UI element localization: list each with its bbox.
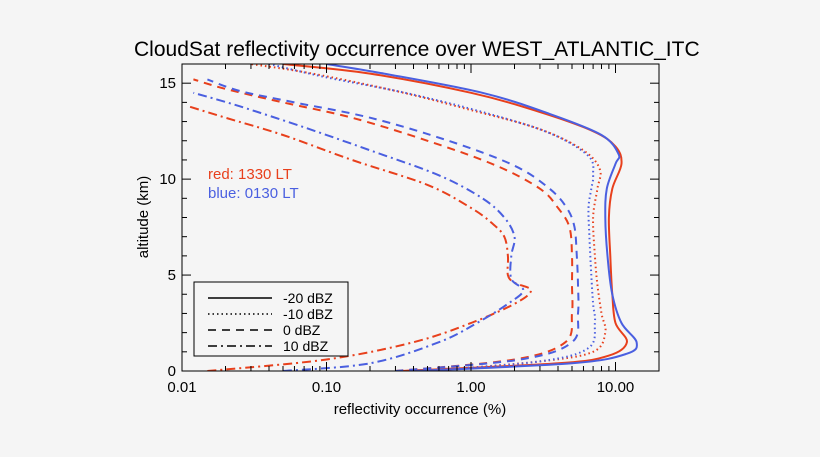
y-axis-label: altitude (km): [135, 176, 152, 259]
annotation-blue: blue: 0130 LT: [208, 185, 299, 202]
legend-label: -20 dBZ: [283, 290, 333, 306]
y-tick-label: 15: [159, 75, 176, 92]
series-line-blue-dotted: [268, 64, 597, 371]
legend-box: [193, 281, 349, 357]
x-tick-label: 10.00: [597, 379, 635, 396]
series-line-red-dotted: [250, 64, 607, 371]
chart-title: CloudSat reflectivity occurrence over WE…: [134, 38, 700, 61]
legend-label: 0 dBZ: [283, 322, 321, 338]
series-layer: [187, 64, 638, 371]
x-axis-label: reflectivity occurrence (%): [334, 401, 507, 418]
series-line-red-dashed: [193, 78, 574, 371]
y-tick-label: 10: [159, 171, 176, 188]
series-line-red-dashdot: [187, 105, 533, 371]
series-line-blue-dashdot: [193, 91, 525, 371]
y-tick-label: 5: [168, 267, 176, 284]
series-line-red-solid: [282, 64, 628, 371]
x-tick-label: 0.10: [312, 379, 341, 396]
x-tick-label: 0.01: [167, 379, 196, 396]
series-line-blue-solid: [326, 64, 638, 371]
y-tick-label: 0: [168, 363, 176, 380]
legend-label: 10 dBZ: [283, 338, 329, 354]
legend-label: -10 dBZ: [283, 306, 333, 322]
annotation-red: red: 1330 LT: [208, 166, 292, 183]
axis-layer: 0.01 0.10 1.00 10.00 0 5 10 15: [159, 64, 660, 396]
x-tick-label: 1.00: [456, 379, 485, 396]
